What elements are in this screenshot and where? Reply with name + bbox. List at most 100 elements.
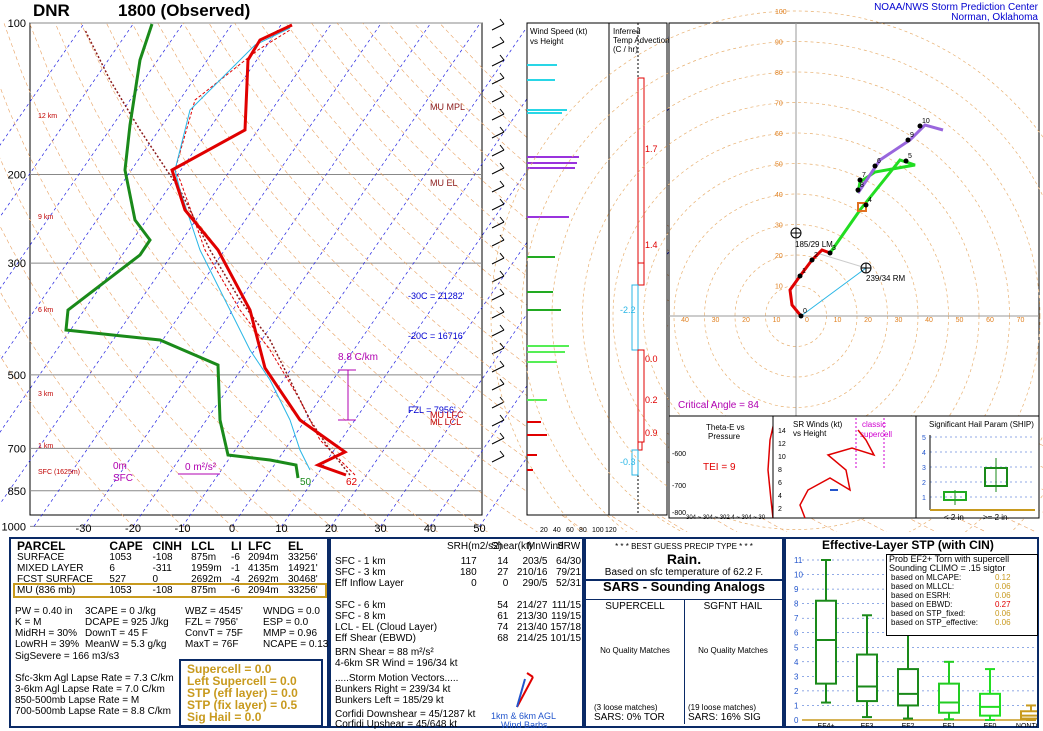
wetbulb-line [174, 27, 311, 471]
tempadv-title2: Temp Advection [613, 36, 669, 45]
kinem-cell: 157/18 [550, 622, 582, 633]
height-label: 12 km [38, 113, 57, 120]
tempadv-value: 0.9 [645, 428, 658, 438]
srwind-height: 10 [778, 454, 786, 461]
ship-tick: 4 [922, 450, 926, 457]
kinem-cell: LCL - EL (Cloud Layer) [335, 622, 438, 633]
wind-barb [491, 275, 505, 283]
wind-barb-flag [499, 162, 505, 169]
kinem-cell: SFC - 8 km [335, 611, 386, 622]
stp-ytick: 1 [794, 701, 799, 710]
hodo-point [863, 202, 869, 208]
ws-tick: 40 [553, 527, 561, 532]
stp-category: NONTOR [1016, 723, 1037, 727]
parcel-cell: 6 [109, 563, 115, 574]
param-cell: FZL = 7956' [185, 617, 238, 628]
dewpoint-line [64, 23, 300, 479]
kinem-cell: 210/16 [516, 567, 548, 578]
bunkers-right: Bunkers Right = 239/34 kt [335, 684, 451, 695]
dry-adiabat [0, 86, 339, 532]
parcel-cell: 1053 [109, 552, 132, 563]
temperature-line [170, 23, 348, 477]
kinem-cell: 79/21 [555, 567, 582, 578]
lapse-rates: Sfc-3km Agl Lapse Rate = 7.3 C/km 3-6km A… [15, 673, 174, 717]
kinem-cell: 61 [497, 611, 509, 622]
hodo-point-label: 1 [802, 268, 806, 275]
hodo-point [827, 250, 833, 256]
wind-barb [491, 185, 505, 193]
tempadv-value: 0.2 [645, 395, 658, 405]
parcel-cell: MU (836 mb) [17, 585, 76, 596]
hodo-point-label: 9 [910, 132, 914, 139]
dry-adiabat [3, 22, 389, 532]
kinem-cell [443, 633, 477, 644]
stp-category: EF2 [902, 723, 915, 727]
parcel-cell: -4 [231, 574, 240, 585]
wind-barb [491, 419, 505, 427]
ship-panel: Significant Hail Param (SHIP) 5 4 3 2 1 < 2 … [915, 415, 1040, 522]
precip-type: Rain. [666, 551, 702, 567]
wind-barb [491, 257, 505, 265]
kinem-cell: Eff Shear (EBWD) [335, 633, 416, 644]
stp-box [856, 653, 878, 703]
stp-based-row: based on ESRH: 0.06 [891, 591, 1011, 600]
sounding-time: 1800 (Observed) [118, 1, 250, 20]
kinem-cell [443, 611, 477, 622]
temp-tick: -30 [76, 523, 92, 532]
hodo-xtick: 10 [834, 317, 842, 324]
stp-based-row: based on MLCAPE: 0.12 [891, 573, 1011, 582]
windspeed-title: Wind Speed (kt) [530, 27, 588, 36]
kinem-cell: 101/15 [550, 633, 582, 644]
kinem-row: Eff Shear (EBWD) 68 214/25 101/15 [335, 633, 581, 644]
thetae-panel: Theta-E vs Pressure TEI = 9 -600 -700 -8… [668, 415, 776, 521]
parcel-table: PARCEL CAPE CINH LCL LI LFC EL SURFACE 1053 -108… [13, 539, 327, 598]
kinem-cell: SFC - 1 km [335, 556, 386, 567]
hodo-point [809, 257, 815, 263]
hodo-ring-label: 40 [775, 192, 783, 199]
sars-loose-1: (3 loose matches) [594, 703, 658, 712]
temp-tick: 40 [424, 523, 436, 532]
hodo-xtick: 30 [712, 317, 720, 324]
composite-row: Supercell = 0.0 [187, 662, 272, 676]
wind-barb-flag [499, 414, 505, 421]
wind-barb [491, 77, 505, 85]
temp-tick: 10 [275, 523, 287, 532]
wind-barb-flag [499, 198, 505, 205]
height-label: 9 km [38, 214, 53, 221]
parcel-header: LFC [248, 539, 272, 553]
parcel-row: FCST SURFACE 527 0 2692m -4 2692m 30468' [15, 574, 325, 585]
sars-nomatch-1: No Quality Matches [600, 646, 670, 655]
param-row: LowRH = 39% MeanW = 5.3 g/kg MaxT = 76F NCA… [15, 639, 329, 650]
wind-barb [491, 167, 505, 175]
kinem-cell: 64/30 [555, 556, 582, 567]
wind-barb-flag [499, 36, 505, 43]
stp-category: EF1 [943, 723, 956, 727]
stp-title: Effective-Layer STP (with CIN) [822, 538, 994, 552]
sfc-cape-label: 0 m²/s² [185, 462, 217, 473]
sars-nomatch-2: No Quality Matches [698, 646, 768, 655]
lapse-row: 850-500mb Lapse Rate = M [15, 695, 140, 706]
level-label: ML LCL [430, 417, 461, 427]
ship-title: Significant Hail Param (SHIP) [929, 420, 1034, 429]
kinem-header: Shear(kt) [491, 541, 533, 552]
tempadv-value: 1.4 [645, 240, 658, 250]
bottom-panels: PARCEL CAPE CINH LCL LI LFC EL SURFACE 1053 -108… [0, 532, 1043, 731]
srwind-title2: vs Height [793, 429, 827, 438]
hodo-ring-label: 30 [775, 223, 783, 230]
kinem-cell: SFC - 3 km [335, 567, 386, 578]
wind-barb-flag [499, 144, 505, 151]
hodo-point-label: 4 [868, 197, 872, 204]
hodo-ring-label: 70 [775, 101, 783, 108]
srwind-height: 8 [778, 467, 782, 474]
kinem-cell [335, 589, 443, 600]
stp-category: EF3 [861, 723, 874, 727]
dry-adiabat [54, 22, 489, 532]
stp-ytick: 2 [794, 687, 799, 696]
wind-barb-flag [499, 342, 505, 349]
hodo-xtick: 20 [742, 317, 750, 324]
kinem-header: SRH(m2/s2) [447, 541, 503, 552]
level-label: MU LFC [430, 410, 464, 420]
parcel-cell: 4135m [248, 563, 279, 574]
stp-ytick: 10 [794, 571, 803, 580]
